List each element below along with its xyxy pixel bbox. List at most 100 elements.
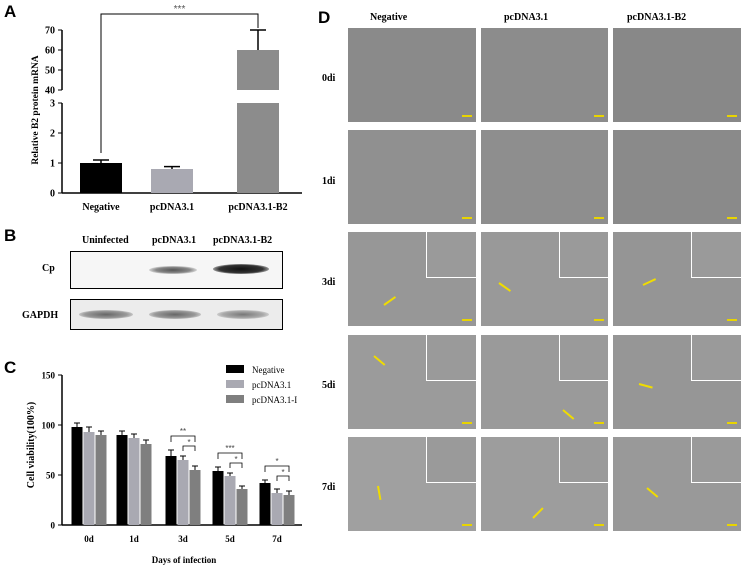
panel-a-ytick-label: 60 — [45, 46, 55, 57]
micrograph-3di-pcdna31-b2 — [613, 232, 741, 326]
panel-c-xtick-label: 1d — [129, 534, 139, 544]
panel-c-bar — [177, 460, 189, 525]
panel-a-bar-lower — [237, 103, 279, 193]
panel-c-xtick-label: 7d — [272, 534, 282, 544]
blot-cp-strip — [70, 251, 283, 289]
panel-c-bar — [165, 456, 177, 525]
micrograph-5di-pcdna31-b2 — [613, 335, 741, 429]
panel-c-bracket-inner — [276, 475, 290, 481]
panel-c-bar — [140, 444, 152, 525]
panel-a-ylabel: Relative B2 protein mRNA — [31, 55, 41, 164]
grid-row-3di: 3di — [322, 277, 336, 288]
blot-col-pcdna31: pcDNA3.1 — [152, 235, 197, 246]
micrograph-0di-pcdna31 — [481, 28, 608, 122]
panel-c-legend-label: pcDNA3.1-I — [252, 395, 297, 405]
panel-c-bracket-label: *** — [225, 444, 234, 453]
micrograph-7di-negative — [348, 437, 476, 531]
panel-c-bracket-label: ** — [180, 427, 186, 436]
micrograph-1di-negative — [348, 130, 476, 224]
panel-c-legend-swatch — [226, 380, 244, 388]
panel-a-xtick-label: Negative — [82, 202, 120, 213]
blot-gapdh-band-2 — [149, 310, 201, 319]
micrograph-5di-pcdna31 — [481, 335, 608, 429]
panel-c-bracket-outer — [217, 452, 243, 459]
panel-a-xtick-label: pcDNA3.1-B2 — [228, 202, 287, 213]
panel-a-ytick-label: 70 — [45, 26, 55, 37]
panel-c-bar — [83, 432, 95, 525]
panel-a-letter: A — [4, 2, 17, 21]
panel-c-bar — [236, 489, 248, 525]
panel-c-bracket-label: * — [234, 455, 237, 464]
panel-a-ytick-label: 2 — [50, 129, 55, 140]
grid-row-0di: 0di — [322, 73, 336, 84]
panel-c-legend-swatch — [226, 365, 244, 373]
panel-a-xtick-label: pcDNA3.1 — [150, 202, 194, 213]
panel-a-ytick-label: 0 — [50, 189, 55, 200]
panel-a-ytick-label: 1 — [50, 159, 55, 170]
panel-c-bar — [116, 435, 128, 525]
panel-a-significance-bracket — [100, 13, 259, 153]
panel-b-letter: B — [4, 226, 17, 245]
panel-c-bracket-label: * — [281, 468, 284, 477]
panel-c-xlabel: Days of infection — [152, 555, 217, 565]
panel-c-bar — [128, 438, 140, 525]
micrograph-7di-pcdna31-b2 — [613, 437, 741, 531]
panel-a-bar — [237, 50, 279, 90]
grid-col-negative: Negative — [370, 12, 408, 23]
panel-c-bar — [71, 427, 83, 525]
panel-c-legend-label: Negative — [252, 365, 284, 375]
micrograph-1di-pcdna31-b2 — [613, 130, 741, 224]
blot-gapdh-strip — [70, 299, 283, 330]
blot-gapdh-band-3 — [217, 310, 269, 319]
panel-c-bracket-label: * — [275, 457, 278, 466]
blot-gapdh-band-1 — [79, 310, 133, 319]
micrograph-3di-negative — [348, 232, 476, 326]
panel-a-ytick-label: 50 — [45, 66, 55, 77]
panel-a-ytick-label: 3 — [50, 99, 55, 110]
panel-c-bar — [224, 476, 236, 525]
micrograph-0di-negative — [348, 28, 476, 122]
panel-c-bracket-outer — [264, 465, 290, 472]
panel-c-bar — [95, 435, 107, 525]
panel-c-bracket-outer — [170, 435, 196, 442]
blot-col-uninfected: Uninfected — [82, 235, 129, 246]
panel-c-chart: Cell viability(100%) Days of infection 0… — [26, 365, 302, 565]
panel-c-xtick-label: 5d — [225, 534, 235, 544]
blot-cp-band-pcdna31 — [149, 266, 197, 274]
blot-row-cp: Cp — [42, 263, 55, 274]
grid-row-1di: 1di — [322, 176, 336, 187]
panel-c-xtick-label: 3d — [178, 534, 188, 544]
panel-c-bracket-inner — [182, 445, 196, 451]
panel-c-bracket-label: * — [187, 438, 190, 447]
panel-c-letter: C — [4, 358, 17, 377]
micrograph-0di-pcdna31-b2 — [613, 28, 741, 122]
blot-col-pcdna31-b2: pcDNA3.1-B2 — [213, 235, 273, 246]
panel-a-bar — [80, 163, 122, 193]
panel-c-xtick-label: 0d — [84, 534, 94, 544]
panel-c-ylabel: Cell viability(100%) — [26, 402, 37, 488]
panel-d-letter: D — [318, 8, 331, 27]
panel-c-bracket-inner — [229, 462, 243, 468]
panel-c-ytick-label: 100 — [42, 421, 56, 431]
micrograph-7di-pcdna31 — [481, 437, 608, 531]
panel-c-bar — [271, 493, 283, 525]
micrograph-5di-negative — [348, 335, 476, 429]
blot-row-gapdh: GAPDH — [22, 310, 59, 321]
grid-col-pcdna31-b2: pcDNA3.1-B2 — [627, 12, 687, 23]
panel-a-ytick-label: 40 — [45, 86, 55, 97]
panel-a-bar — [151, 169, 193, 193]
panel-c-bar — [212, 471, 224, 525]
panel-c-bar — [259, 483, 271, 525]
panel-c-bar — [283, 495, 295, 525]
micrograph-3di-pcdna31 — [481, 232, 608, 326]
grid-row-5di: 5di — [322, 380, 336, 391]
panel-c-legend-swatch — [226, 395, 244, 403]
panel-c-legend-label: pcDNA3.1 — [252, 380, 291, 390]
micrograph-1di-pcdna31 — [481, 130, 608, 224]
panel-c-ytick-label: 150 — [42, 371, 56, 381]
panel-c-ytick-label: 50 — [46, 471, 56, 481]
blot-cp-band-pcdna31-b2 — [213, 264, 269, 274]
grid-col-pcdna31: pcDNA3.1 — [504, 12, 549, 23]
panel-c-ytick-label: 0 — [51, 521, 56, 531]
panel-c-bar — [189, 470, 201, 525]
